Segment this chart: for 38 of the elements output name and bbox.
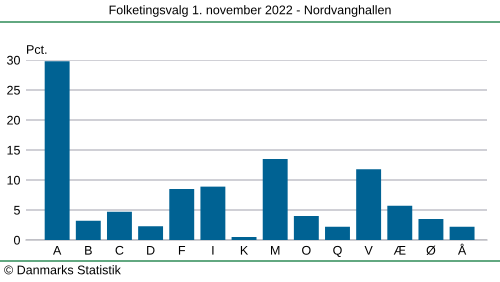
y-axis-title: Pct. — [27, 45, 46, 54]
bar — [76, 220, 101, 240]
x-tick-label: Q — [333, 246, 342, 257]
bar — [262, 159, 288, 240]
bar — [294, 216, 319, 240]
bar — [418, 219, 444, 240]
x-tick-label: C — [116, 246, 124, 255]
x-tick-label: O — [302, 246, 311, 255]
bar — [387, 206, 412, 240]
y-tick-label: 25 — [7, 86, 20, 95]
x-tick-label: Å — [458, 244, 466, 255]
bar — [200, 186, 226, 240]
y-tick-label: 10 — [7, 176, 20, 185]
x-tick-label: D — [147, 246, 155, 255]
y-tick-label: 15 — [7, 146, 20, 155]
x-tick-label: Ø — [426, 246, 436, 255]
x-tick-label: A — [53, 246, 62, 255]
x-tick-label: Æ — [394, 246, 406, 255]
text: © Danmarks Statistik — [4, 265, 121, 274]
y-tick-label: 30 — [7, 56, 20, 65]
y-tick-label: 5 — [14, 206, 20, 215]
bar — [325, 226, 350, 240]
x-tick-label: I — [212, 246, 214, 255]
bar — [106, 212, 132, 240]
chart-title: Folketingsvalg 1. november 2022 - Nordvanghallen — [110, 5, 391, 17]
y-tick-label: 20 — [7, 116, 20, 125]
x-tick-label: V — [364, 246, 373, 255]
bar — [44, 61, 70, 240]
x-tick-label: F — [178, 246, 186, 255]
y-tick-label: 0 — [14, 236, 20, 245]
bar — [356, 169, 382, 240]
bar — [138, 226, 164, 240]
bar — [232, 237, 256, 240]
bar — [450, 226, 475, 240]
x-tick-label: B — [85, 246, 92, 255]
x-tick-label: K — [240, 246, 248, 255]
bar — [169, 189, 194, 240]
x-tick-label: M — [271, 246, 280, 255]
